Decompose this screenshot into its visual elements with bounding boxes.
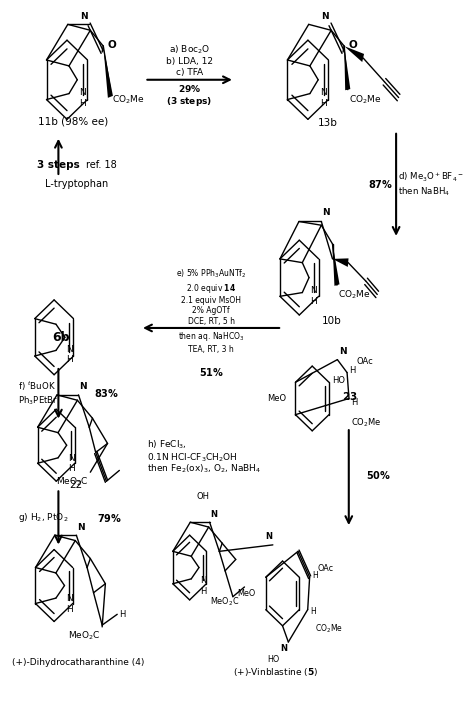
Text: h) FeCl$_3$,: h) FeCl$_3$, bbox=[146, 439, 186, 452]
Text: N: N bbox=[322, 208, 330, 218]
Text: CO$_2$Me: CO$_2$Me bbox=[315, 623, 343, 635]
Text: N: N bbox=[77, 523, 85, 531]
Text: N: N bbox=[265, 532, 272, 542]
Text: g) H$_2$, PtO$_2$: g) H$_2$, PtO$_2$ bbox=[18, 511, 69, 524]
Text: N
H: N H bbox=[310, 286, 317, 306]
Text: a) Boc$_2$O
b) LDA, 12
c) TFA: a) Boc$_2$O b) LDA, 12 c) TFA bbox=[166, 44, 213, 77]
Text: CO$_2$Me: CO$_2$Me bbox=[112, 94, 144, 106]
Polygon shape bbox=[332, 244, 339, 286]
Text: H: H bbox=[349, 366, 356, 375]
Text: $\bf{87\%}$: $\bf{87\%}$ bbox=[368, 178, 393, 190]
Text: N
H: N H bbox=[68, 454, 75, 473]
Text: H: H bbox=[310, 608, 316, 616]
Text: 11b (98% ee): 11b (98% ee) bbox=[38, 117, 109, 126]
Text: N: N bbox=[81, 12, 88, 21]
Text: N
H: N H bbox=[66, 344, 73, 364]
Text: N: N bbox=[321, 12, 329, 21]
Text: ref. 18: ref. 18 bbox=[86, 160, 117, 170]
Text: $\bf{79\%}$: $\bf{79\%}$ bbox=[97, 512, 122, 524]
Text: MeO: MeO bbox=[237, 589, 255, 598]
Text: H: H bbox=[351, 397, 357, 407]
Text: CO$_2$Me: CO$_2$Me bbox=[338, 289, 371, 301]
Text: 3 steps: 3 steps bbox=[37, 160, 80, 170]
Text: 22: 22 bbox=[69, 480, 82, 490]
Polygon shape bbox=[103, 46, 113, 98]
Text: MeO: MeO bbox=[267, 394, 286, 403]
Text: N
H: N H bbox=[320, 88, 327, 108]
Text: (+)-Dihydrocatharanthine (4): (+)-Dihydrocatharanthine (4) bbox=[11, 658, 144, 667]
Text: MeO$_2$C: MeO$_2$C bbox=[210, 595, 239, 608]
Text: $\bf{29\%}$
$\bf{(3\ steps)}$: $\bf{29\%}$ $\bf{(3\ steps)}$ bbox=[166, 83, 213, 109]
Text: N: N bbox=[280, 644, 287, 653]
Text: N: N bbox=[339, 347, 346, 356]
Text: N
H: N H bbox=[66, 594, 73, 613]
Text: d) Me$_3$O$^+$BF$_4$$^-$
then NaBH$_4$: d) Me$_3$O$^+$BF$_4$$^-$ then NaBH$_4$ bbox=[398, 170, 464, 198]
Polygon shape bbox=[344, 46, 364, 62]
Text: CO$_2$Me: CO$_2$Me bbox=[351, 416, 382, 429]
Text: then Fe$_2$(ox)$_3$, O$_2$, NaBH$_4$: then Fe$_2$(ox)$_3$, O$_2$, NaBH$_4$ bbox=[146, 463, 261, 475]
Text: O: O bbox=[107, 40, 116, 50]
Text: N
H: N H bbox=[201, 576, 207, 595]
Text: 10b: 10b bbox=[322, 316, 341, 326]
Text: O: O bbox=[348, 40, 357, 50]
Text: 13b: 13b bbox=[317, 118, 337, 128]
Text: H: H bbox=[119, 610, 126, 619]
Text: N: N bbox=[210, 510, 218, 518]
Text: L-tryptophan: L-tryptophan bbox=[46, 179, 109, 189]
Text: HO: HO bbox=[267, 655, 280, 664]
Text: OAc: OAc bbox=[356, 357, 374, 366]
Text: $\bf{51\%}$: $\bf{51\%}$ bbox=[199, 366, 224, 378]
Text: 6b: 6b bbox=[52, 331, 69, 344]
Text: CO$_2$Me: CO$_2$Me bbox=[349, 94, 382, 106]
Text: e) 5% PPh$_3$AuNTf$_2$
2.0 equiv $\mathbf{14}$
2.1 equiv MsOH
2% AgOTf
DCE, RT, : e) 5% PPh$_3$AuNTf$_2$ 2.0 equiv $\mathb… bbox=[176, 268, 246, 326]
Text: H: H bbox=[312, 571, 318, 579]
Text: N
H: N H bbox=[80, 88, 86, 108]
Text: $\bf{83\%}$: $\bf{83\%}$ bbox=[94, 387, 119, 399]
Text: N: N bbox=[79, 382, 87, 392]
Text: (+)-Vinblastine ($\mathbf{5}$): (+)-Vinblastine ($\mathbf{5}$) bbox=[233, 666, 318, 678]
Text: $\mathbf{23}$: $\mathbf{23}$ bbox=[342, 390, 358, 402]
Text: f) $^t$BuOK
Ph$_3$PEtBr: f) $^t$BuOK Ph$_3$PEtBr bbox=[18, 380, 59, 407]
Text: then aq. NaHCO$_3$
TEA, RT, 3 h: then aq. NaHCO$_3$ TEA, RT, 3 h bbox=[178, 330, 245, 354]
Text: OAc: OAc bbox=[318, 564, 334, 573]
Polygon shape bbox=[344, 46, 350, 90]
Polygon shape bbox=[332, 258, 348, 267]
Text: HO: HO bbox=[332, 376, 345, 385]
Text: MeO$_2$C: MeO$_2$C bbox=[56, 476, 89, 489]
Text: 0.1N HCl-CF$_3$CH$_2$OH: 0.1N HCl-CF$_3$CH$_2$OH bbox=[146, 451, 237, 464]
Text: $\bf{50\%}$: $\bf{50\%}$ bbox=[366, 470, 392, 481]
Text: OH: OH bbox=[196, 492, 210, 501]
Text: MeO$_2$C: MeO$_2$C bbox=[68, 629, 101, 642]
